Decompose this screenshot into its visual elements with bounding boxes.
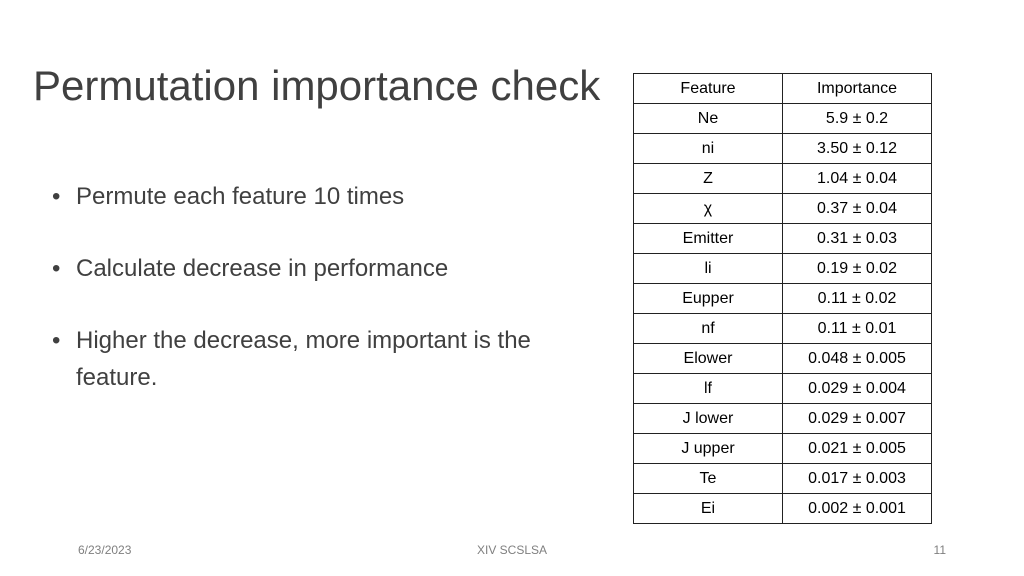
importance-cell: 0.048 ± 0.005: [782, 343, 932, 374]
footer-page-number: 11: [933, 543, 946, 557]
bullet-dot: •: [52, 183, 61, 210]
importance-cell: 0.37 ± 0.04: [782, 193, 932, 224]
importance-cell: 0.11 ± 0.01: [782, 313, 932, 344]
bullet-item: • Calculate decrease in performance: [52, 250, 572, 287]
feature-cell: nf: [633, 313, 783, 344]
table-row: J upper 0.021 ± 0.005: [633, 433, 932, 464]
table-header-row: Feature Importance: [633, 73, 932, 104]
feature-cell: J lower: [633, 403, 783, 434]
feature-cell: li: [633, 253, 783, 284]
feature-cell: Te: [633, 463, 783, 494]
footer-date: 6/23/2023: [78, 543, 132, 557]
bullet-dot: •: [52, 327, 61, 354]
feature-cell: J upper: [633, 433, 783, 464]
bullet-item: • Permute each feature 10 times: [52, 178, 572, 215]
feature-cell: Emitter: [633, 223, 783, 254]
importance-cell: 0.021 ± 0.005: [782, 433, 932, 464]
bullet-dot: •: [52, 255, 61, 282]
table-row: nf 0.11 ± 0.01: [633, 313, 932, 344]
footer-title: XIV SCSLSA: [476, 543, 548, 557]
importance-cell: 0.017 ± 0.003: [782, 463, 932, 494]
table-row: Emitter 0.31 ± 0.03: [633, 223, 932, 254]
slide-title: Permutation importance check: [33, 62, 601, 109]
feature-cell: Elower: [633, 343, 783, 374]
table-row: J lower 0.029 ± 0.007: [633, 403, 932, 434]
table-row: Elower 0.048 ± 0.005: [633, 343, 932, 374]
bullet-text: Higher the decrease, more important is t…: [76, 327, 531, 391]
header-feature: Feature: [633, 73, 783, 104]
table-row: li 0.19 ± 0.02: [633, 253, 932, 284]
bullet-text: Calculate decrease in performance: [76, 255, 449, 282]
importance-table: Feature Importance Ne 5.9 ± 0.2 ni 3.50 ± …: [633, 73, 932, 524]
importance-cell: 1.04 ± 0.04: [782, 163, 932, 194]
feature-cell: ni: [633, 133, 783, 164]
feature-cell: Z: [633, 163, 783, 194]
header-importance: Importance: [782, 73, 932, 104]
feature-cell: lf: [633, 373, 783, 404]
importance-cell: 0.31 ± 0.03: [782, 223, 932, 254]
table-row: lf 0.029 ± 0.004: [633, 373, 932, 404]
importance-cell: 0.029 ± 0.004: [782, 373, 932, 404]
importance-cell: 5.9 ± 0.2: [782, 103, 932, 134]
table-row: χ 0.37 ± 0.04: [633, 193, 932, 224]
table-row: ni 3.50 ± 0.12: [633, 133, 932, 164]
importance-cell: 0.029 ± 0.007: [782, 403, 932, 434]
feature-cell: Eupper: [633, 283, 783, 314]
bullet-list: • Permute each feature 10 times • Calculat…: [52, 178, 572, 431]
feature-cell: χ: [633, 193, 783, 224]
importance-cell: 0.19 ± 0.02: [782, 253, 932, 284]
table-row: Ne 5.9 ± 0.2: [633, 103, 932, 134]
feature-cell: Ne: [633, 103, 783, 134]
importance-cell: 0.11 ± 0.02: [782, 283, 932, 314]
table-row: Te 0.017 ± 0.003: [633, 463, 932, 494]
table-row: Eupper 0.11 ± 0.02: [633, 283, 932, 314]
table-row: Ei 0.002 ± 0.001: [633, 493, 932, 524]
bullet-text: Permute each feature 10 times: [76, 183, 405, 210]
table-row: Z 1.04 ± 0.04: [633, 163, 932, 194]
importance-cell: 3.50 ± 0.12: [782, 133, 932, 164]
feature-cell: Ei: [633, 493, 783, 524]
importance-cell: 0.002 ± 0.001: [782, 493, 932, 524]
bullet-item: • Higher the decrease, more important is …: [52, 322, 572, 396]
